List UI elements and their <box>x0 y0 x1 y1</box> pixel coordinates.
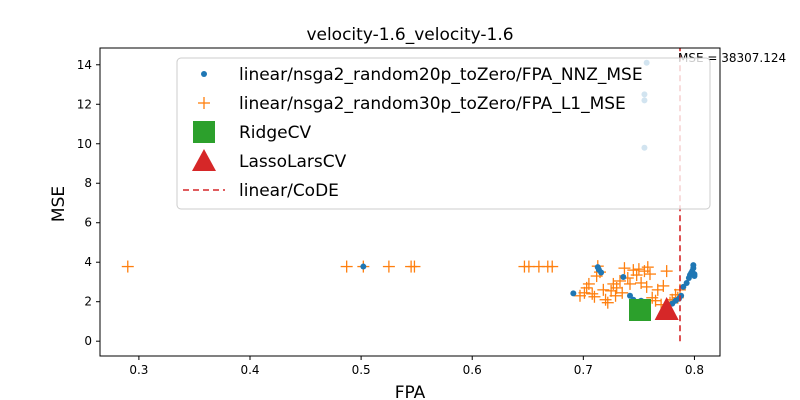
l1-mse-point <box>121 260 134 273</box>
legend-square-marker <box>193 121 215 143</box>
l1-mse-point <box>609 289 622 302</box>
legend-label: linear/nsga2_random30p_toZero/FPA_L1_MSE <box>239 94 626 114</box>
axes: 0.3 0.4 0.5 0.6 0.7 0.8 0 2 4 6 8 10 12 14 <box>77 47 721 377</box>
l1-mse-point <box>599 293 612 306</box>
nnz-mse-point <box>683 279 690 286</box>
nnz-mse-point <box>690 262 697 269</box>
legend: linear/nsga2_random20p_toZero/FPA_NNZ_MS… <box>176 57 711 210</box>
y-tick-label: 8 <box>84 176 92 190</box>
chart-title: velocity-1.6_velocity-1.6 <box>306 25 513 45</box>
l1-mse-point <box>601 296 614 309</box>
l1-mse-point <box>646 291 659 304</box>
x-tick-label: 0.7 <box>574 363 593 377</box>
y-tick-label: 12 <box>77 97 92 111</box>
l1-mse-point <box>578 286 591 299</box>
l1-mse-point <box>657 279 670 292</box>
l1-mse-point <box>546 260 559 273</box>
l1-mse-point <box>630 269 643 282</box>
x-tick-label: 0.6 <box>463 363 482 377</box>
y-tick-label: 6 <box>84 216 92 230</box>
l1-mse-point <box>597 283 610 296</box>
nnz-mse-point <box>627 292 633 299</box>
y-tick-label: 2 <box>84 295 92 309</box>
ridgecv-point <box>629 298 651 321</box>
l1-mse-point <box>641 261 654 274</box>
legend-triangle-marker <box>192 149 216 171</box>
nnz-mse-point <box>598 269 605 276</box>
axes-frame <box>99 47 721 357</box>
legend-box <box>176 57 711 210</box>
y-axis-label: MSE <box>49 186 69 222</box>
l1-mse-point <box>640 280 653 293</box>
nnz-mse-point <box>360 263 367 270</box>
l1-mse-point <box>340 260 353 273</box>
l1-mse-point <box>624 277 636 290</box>
legend-label: linear/CoDE <box>239 181 339 201</box>
y-tick-label: 14 <box>77 58 92 72</box>
nnz-mse-point <box>678 292 685 299</box>
x-tick-label: 0.4 <box>240 363 259 377</box>
nnz-mse-point <box>620 274 627 281</box>
nnz-mse-point <box>570 290 577 297</box>
l1-mse-point <box>382 260 395 273</box>
l1-mse-point <box>627 264 640 277</box>
l1-mse-point <box>616 286 629 299</box>
l1-mse-point <box>610 281 623 294</box>
x-tick-label: 0.8 <box>685 363 704 377</box>
l1-mse-point <box>632 263 645 276</box>
nnz-mse-point <box>691 271 698 278</box>
x-tick-label: 0.3 <box>129 363 148 377</box>
l1-mse-point <box>582 277 595 290</box>
legend-label: RidgeCV <box>239 123 311 143</box>
legend-dot-marker <box>201 71 207 77</box>
lassolarscv-point <box>654 296 679 320</box>
legend-plus-marker <box>198 97 210 109</box>
l1-mse-point <box>408 260 421 273</box>
legend-label: LassoLarsCV <box>239 152 347 172</box>
l1-mse-point <box>588 290 601 303</box>
l1-mse-point <box>614 274 626 287</box>
y-tick-label: 4 <box>84 255 92 269</box>
legend-label: linear/nsga2_random20p_toZero/FPA_NNZ_MS… <box>239 65 643 85</box>
l1-mse-point <box>586 287 599 300</box>
x-tick-label: 0.5 <box>352 363 371 377</box>
y-tick-label: 0 <box>84 334 92 348</box>
nnz-mse-point <box>680 283 687 290</box>
y-tick-label: 10 <box>77 137 92 151</box>
l1-mse-point <box>644 268 656 281</box>
x-axis-label: FPA <box>395 383 426 400</box>
l1-mse-point <box>660 265 673 278</box>
l1-mse-point <box>618 262 631 275</box>
